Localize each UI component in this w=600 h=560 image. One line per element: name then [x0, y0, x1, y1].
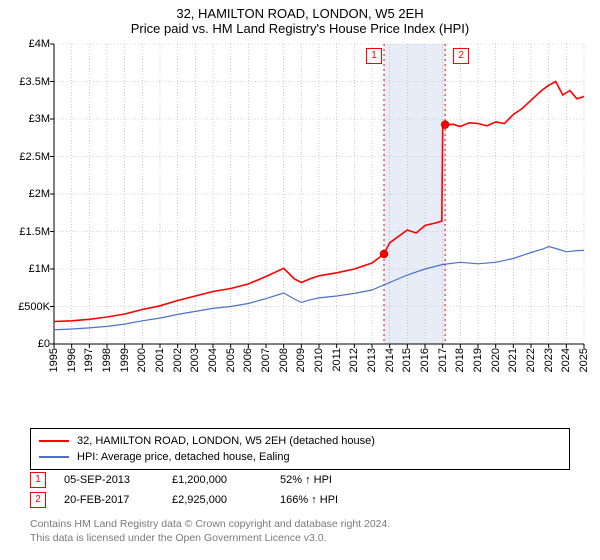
y-tick-label: £3.5M [6, 76, 50, 88]
event-price: £2,925,000 [172, 494, 262, 506]
event-row: 1 05-SEP-2013 £1,200,000 52% ↑ HPI [30, 470, 570, 490]
attribution-line: This data is licensed under the Open Gov… [30, 532, 570, 546]
chart-marker-label: 1 [366, 48, 382, 64]
y-tick-label: £1M [6, 263, 50, 275]
plot-area [54, 44, 584, 344]
page-subtitle: Price paid vs. HM Land Registry's House … [0, 21, 600, 40]
x-tick-label: 2013 [366, 348, 378, 372]
x-tick-label: 1996 [66, 348, 78, 372]
event-price: £1,200,000 [172, 474, 262, 486]
x-tick-label: 2022 [525, 348, 537, 372]
x-tick-label: 1999 [119, 348, 131, 372]
legend-item: HPI: Average price, detached house, Eali… [39, 449, 561, 465]
legend-swatch [39, 456, 69, 458]
x-tick-label: 2019 [472, 348, 484, 372]
x-tick-label: 1998 [101, 348, 113, 372]
x-tick-label: 2020 [490, 348, 502, 372]
y-tick-label: £500K [6, 301, 50, 313]
x-tick-label: 2007 [260, 348, 272, 372]
y-tick-label: £1.5M [6, 226, 50, 238]
event-date: 05-SEP-2013 [64, 474, 154, 486]
x-tick-label: 2014 [384, 348, 396, 372]
x-tick-label: 2016 [419, 348, 431, 372]
attribution-line: Contains HM Land Registry data © Crown c… [30, 518, 570, 532]
event-list: 1 05-SEP-2013 £1,200,000 52% ↑ HPI 2 20-… [30, 470, 570, 510]
x-tick-label: 2015 [401, 348, 413, 372]
x-tick-label: 1995 [48, 348, 60, 372]
y-tick-label: £3M [6, 113, 50, 125]
x-tick-label: 2008 [278, 348, 290, 372]
y-tick-label: £2.5M [6, 151, 50, 163]
legend-item: 32, HAMILTON ROAD, LONDON, W5 2EH (detac… [39, 433, 561, 449]
y-tick-label: £4M [6, 38, 50, 50]
event-marker-icon: 1 [30, 472, 46, 488]
legend-label: HPI: Average price, detached house, Eali… [77, 451, 290, 463]
x-tick-label: 2012 [348, 348, 360, 372]
page-title: 32, HAMILTON ROAD, LONDON, W5 2EH [0, 0, 600, 21]
event-marker-icon: 2 [30, 492, 46, 508]
x-tick-label: 2002 [172, 348, 184, 372]
x-tick-label: 2011 [331, 348, 343, 372]
x-tick-label: 2010 [313, 348, 325, 372]
x-tick-label: 2004 [207, 348, 219, 372]
y-tick-label: £0 [6, 338, 50, 350]
event-pct: 166% ↑ HPI [280, 494, 400, 506]
x-tick-label: 2025 [578, 348, 590, 372]
legend: 32, HAMILTON ROAD, LONDON, W5 2EH (detac… [30, 428, 570, 470]
event-row: 2 20-FEB-2017 £2,925,000 166% ↑ HPI [30, 490, 570, 510]
chart-area: £0£500K£1M£1.5M£2M£2.5M£3M£3.5M£4M199519… [10, 44, 590, 384]
y-tick-label: £2M [6, 188, 50, 200]
x-tick-label: 2024 [560, 348, 572, 372]
chart-marker-label: 2 [453, 48, 469, 64]
legend-swatch [39, 440, 69, 442]
event-date: 20-FEB-2017 [64, 494, 154, 506]
x-tick-label: 1997 [83, 348, 95, 372]
legend-label: 32, HAMILTON ROAD, LONDON, W5 2EH (detac… [77, 435, 375, 447]
attribution: Contains HM Land Registry data © Crown c… [30, 518, 570, 545]
x-tick-label: 2023 [543, 348, 555, 372]
x-tick-label: 2005 [225, 348, 237, 372]
x-tick-label: 2006 [242, 348, 254, 372]
event-pct: 52% ↑ HPI [280, 474, 400, 486]
x-tick-label: 2009 [295, 348, 307, 372]
x-tick-label: 2017 [437, 348, 449, 372]
x-tick-label: 2021 [507, 348, 519, 372]
x-tick-label: 2001 [154, 348, 166, 372]
x-tick-label: 2000 [136, 348, 148, 372]
x-tick-label: 2018 [454, 348, 466, 372]
x-tick-label: 2003 [189, 348, 201, 372]
